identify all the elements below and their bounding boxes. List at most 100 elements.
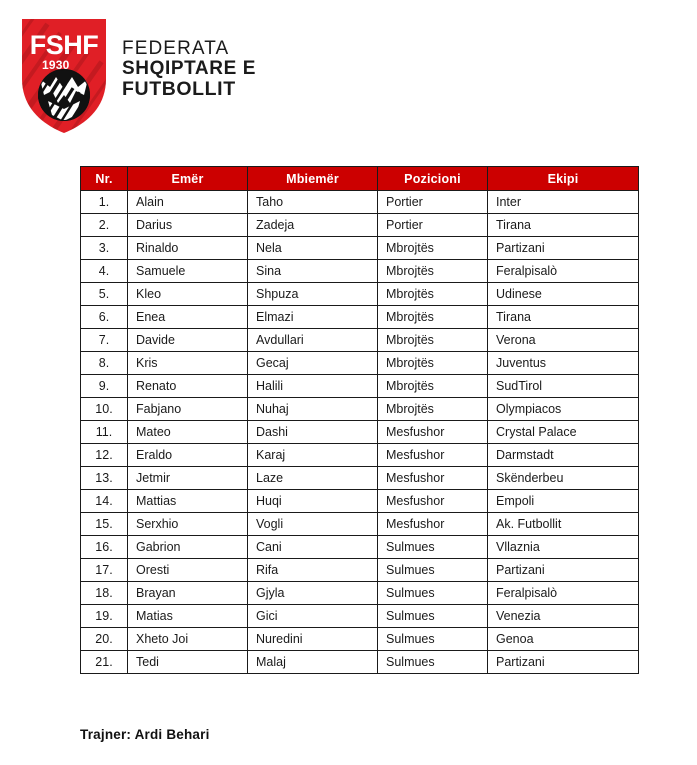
cell-emer: Kleo [127, 282, 248, 306]
cell-emer: Rinaldo [127, 236, 248, 260]
cell-ekipi: Empoli [487, 489, 639, 513]
federation-title: FEDERATA SHQIPTARE E FUTBOLLIT [122, 39, 256, 99]
cell-emer: Kris [127, 351, 248, 375]
table-row: 9. Renato Halili Mbrojtës SudTirol [80, 374, 639, 398]
cell-emer: Alain [127, 190, 248, 214]
cell-ekipi: Crystal Palace [487, 420, 639, 444]
cell-emer: Samuele [127, 259, 248, 283]
table-row: 21. Tedi Malaj Sulmues Partizani [80, 650, 639, 674]
table-row: 20. Xheto Joi Nuredini Sulmues Genoa [80, 627, 639, 651]
cell-nr: 16. [80, 535, 128, 559]
table-row: 14. Mattias Huqi Mesfushor Empoli [80, 489, 639, 513]
cell-nr: 1. [80, 190, 128, 214]
cell-ekipi: Partizani [487, 236, 639, 260]
table-header-row: Nr. Emër Mbiemër Pozicioni Ekipi [80, 166, 639, 191]
cell-nr: 15. [80, 512, 128, 536]
cell-ekipi: Tirana [487, 213, 639, 237]
cell-nr: 14. [80, 489, 128, 513]
column-header-pozicioni: Pozicioni [377, 166, 488, 191]
roster-table-head: Nr. Emër Mbiemër Pozicioni Ekipi [80, 166, 639, 191]
column-header-mbiemer: Mbiemër [247, 166, 378, 191]
cell-ekipi: Olympiacos [487, 397, 639, 421]
cell-mbiemer: Nuredini [247, 627, 378, 651]
cell-nr: 13. [80, 466, 128, 490]
cell-pozicioni: Mbrojtës [377, 351, 488, 375]
cell-mbiemer: Zadeja [247, 213, 378, 237]
cell-pozicioni: Mesfushor [377, 512, 488, 536]
cell-mbiemer: Sina [247, 259, 378, 283]
table-row: 2. Darius Zadeja Portier Tirana [80, 213, 639, 237]
table-row: 1. Alain Taho Portier Inter [80, 190, 639, 214]
cell-ekipi: Vllaznia [487, 535, 639, 559]
cell-emer: Darius [127, 213, 248, 237]
cell-nr: 21. [80, 650, 128, 674]
table-row: 4. Samuele Sina Mbrojtës Feralpisalò [80, 259, 639, 283]
roster-table-container: Nr. Emër Mbiemër Pozicioni Ekipi 1. Alain… [80, 166, 639, 674]
cell-emer: Oresti [127, 558, 248, 582]
cell-ekipi: Tirana [487, 305, 639, 329]
cell-mbiemer: Nuhaj [247, 397, 378, 421]
cell-mbiemer: Elmazi [247, 305, 378, 329]
cell-pozicioni: Sulmues [377, 627, 488, 651]
cell-mbiemer: Shpuza [247, 282, 378, 306]
cell-emer: Tedi [127, 650, 248, 674]
cell-nr: 5. [80, 282, 128, 306]
table-row: 12. Eraldo Karaj Mesfushor Darmstadt [80, 443, 639, 467]
cell-mbiemer: Halili [247, 374, 378, 398]
cell-mbiemer: Gjyla [247, 581, 378, 605]
cell-mbiemer: Huqi [247, 489, 378, 513]
cell-emer: Matias [127, 604, 248, 628]
cell-ekipi: Venezia [487, 604, 639, 628]
cell-emer: Enea [127, 305, 248, 329]
cell-mbiemer: Gici [247, 604, 378, 628]
cell-mbiemer: Vogli [247, 512, 378, 536]
cell-pozicioni: Mbrojtës [377, 282, 488, 306]
column-header-nr: Nr. [80, 166, 128, 191]
column-header-ekipi: Ekipi [487, 166, 639, 191]
cell-pozicioni: Mesfushor [377, 466, 488, 490]
cell-emer: Brayan [127, 581, 248, 605]
cell-emer: Mateo [127, 420, 248, 444]
cell-nr: 4. [80, 259, 128, 283]
column-header-emer: Emër [127, 166, 248, 191]
table-row: 18. Brayan Gjyla Sulmues Feralpisalò [80, 581, 639, 605]
page-header: FSHF 1930 [0, 0, 697, 150]
cell-mbiemer: Avdullari [247, 328, 378, 352]
cell-mbiemer: Karaj [247, 443, 378, 467]
cell-pozicioni: Mbrojtës [377, 397, 488, 421]
cell-pozicioni: Mesfushor [377, 489, 488, 513]
cell-ekipi: Inter [487, 190, 639, 214]
cell-nr: 2. [80, 213, 128, 237]
cell-mbiemer: Nela [247, 236, 378, 260]
cell-pozicioni: Mbrojtës [377, 328, 488, 352]
cell-nr: 3. [80, 236, 128, 260]
cell-nr: 10. [80, 397, 128, 421]
table-row: 15. Serxhio Vogli Mesfushor Ak. Futbollit [80, 512, 639, 536]
cell-ekipi: Partizani [487, 558, 639, 582]
table-row: 13. Jetmir Laze Mesfushor Skënderbeu [80, 466, 639, 490]
cell-nr: 9. [80, 374, 128, 398]
cell-ekipi: Juventus [487, 351, 639, 375]
cell-mbiemer: Rifa [247, 558, 378, 582]
cell-pozicioni: Mesfushor [377, 420, 488, 444]
cell-emer: Jetmir [127, 466, 248, 490]
svg-text:FSHF: FSHF [30, 30, 99, 60]
table-row: 10. Fabjano Nuhaj Mbrojtës Olympiacos [80, 397, 639, 421]
cell-nr: 6. [80, 305, 128, 329]
cell-emer: Gabrion [127, 535, 248, 559]
table-row: 17. Oresti Rifa Sulmues Partizani [80, 558, 639, 582]
cell-nr: 18. [80, 581, 128, 605]
cell-mbiemer: Gecaj [247, 351, 378, 375]
cell-pozicioni: Sulmues [377, 581, 488, 605]
table-row: 16. Gabrion Cani Sulmues Vllaznia [80, 535, 639, 559]
cell-mbiemer: Laze [247, 466, 378, 490]
cell-pozicioni: Sulmues [377, 558, 488, 582]
cell-mbiemer: Malaj [247, 650, 378, 674]
cell-mbiemer: Dashi [247, 420, 378, 444]
cell-emer: Fabjano [127, 397, 248, 421]
cell-ekipi: Genoa [487, 627, 639, 651]
cell-pozicioni: Mbrojtës [377, 259, 488, 283]
cell-pozicioni: Portier [377, 213, 488, 237]
cell-ekipi: Skënderbeu [487, 466, 639, 490]
cell-ekipi: Partizani [487, 650, 639, 674]
